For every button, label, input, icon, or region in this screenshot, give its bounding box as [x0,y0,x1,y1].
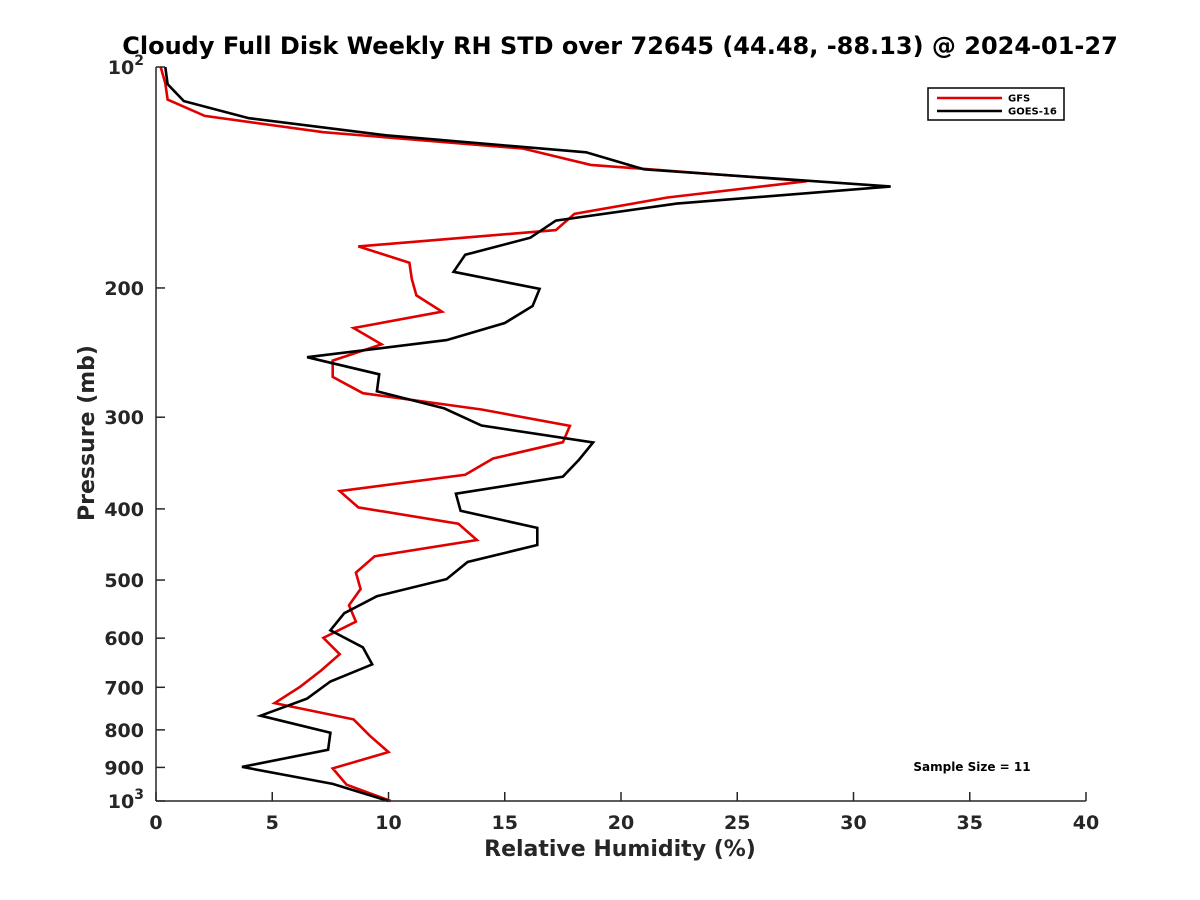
y-tick-label: 200 [104,278,144,300]
y-axis-label: Pressure (mb) [75,345,100,521]
y-tick-label: 600 [104,628,144,650]
legend-label-gfs: GFS [1008,94,1030,105]
legend-label-goes-16: GOES-16 [1008,107,1057,118]
sample-size-annotation: Sample Size = 11 [913,760,1030,774]
x-tick-label: 25 [724,812,750,834]
y-tick-label: 700 [104,677,144,699]
y-tick-label: 103 [108,787,144,813]
chart-title: Cloudy Full Disk Weekly RH STD over 7264… [122,32,1118,60]
legend: GFS GOES-16 [927,87,1065,121]
series-line-goes-16 [164,66,891,803]
x-tick-label: 35 [957,812,983,834]
series-layer [159,66,891,803]
x-tick-label: 40 [1073,812,1099,834]
y-tick-label: 102 [108,53,144,79]
x-tick-label: 15 [492,812,518,834]
y-tick-label: 500 [104,570,144,592]
series-line-gfs [159,66,808,803]
x-tick-label: 5 [266,812,279,834]
x-tick-label: 20 [608,812,634,834]
legend-box [927,87,1065,121]
axes-layer: 0 5 10 15 20 25 30 35 40 102 200 300 400 500 600 700 800… [104,53,1099,834]
y-tick-label: 900 [104,757,144,779]
x-tick-label: 30 [840,812,866,834]
x-tick-label: 10 [375,812,401,834]
x-tick-label: 0 [149,812,162,834]
y-tick-label: 400 [104,499,144,521]
x-axis-label: Relative Humidity (%) [484,837,756,862]
y-tick-label: 800 [104,720,144,742]
y-tick-label: 300 [104,407,144,429]
